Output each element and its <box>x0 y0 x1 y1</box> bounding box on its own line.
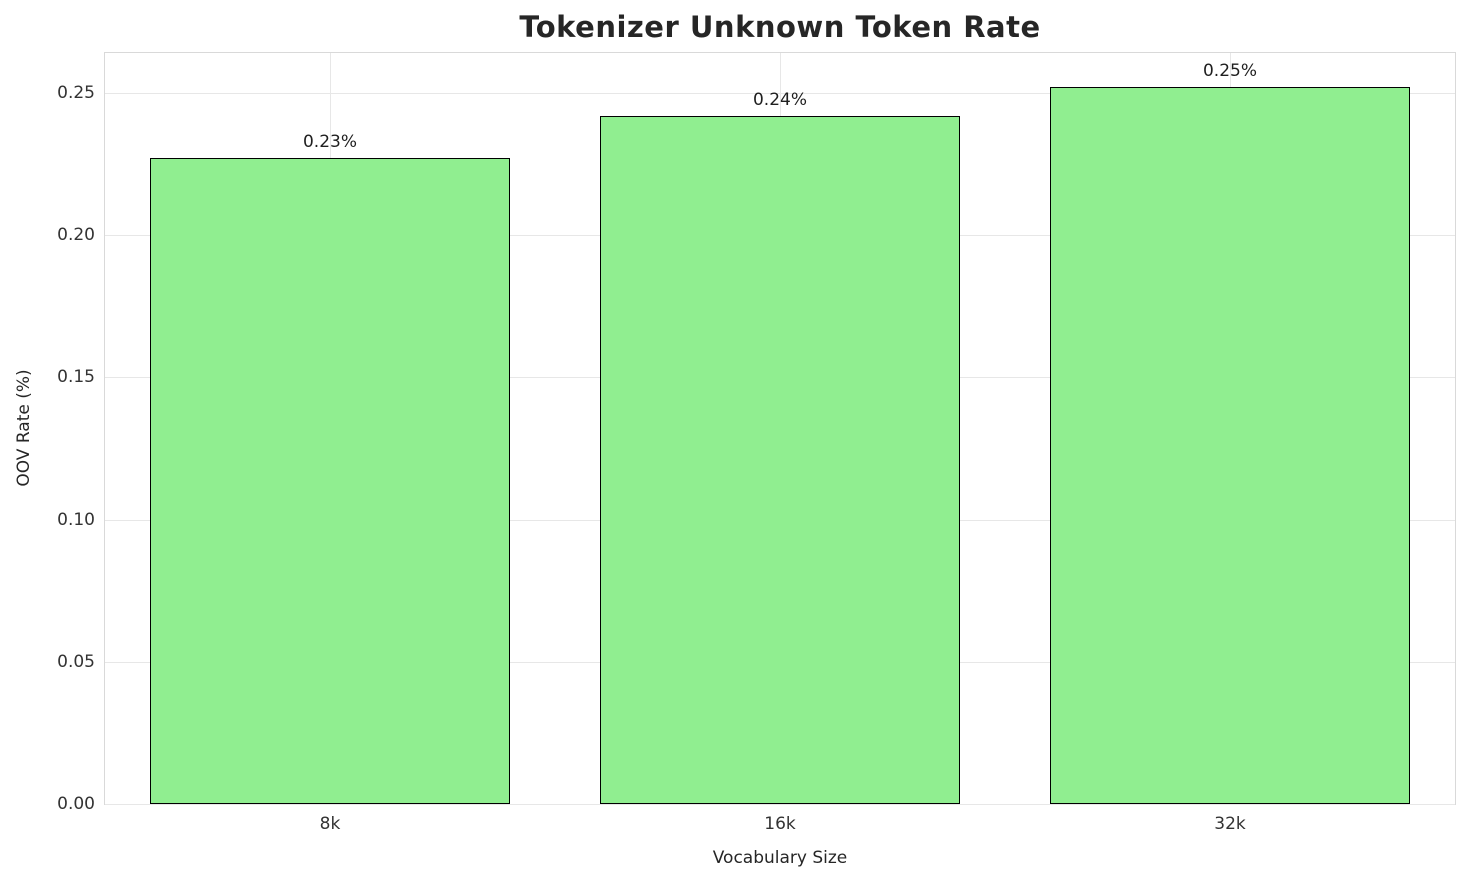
y-tick-label: 0.20 <box>57 225 95 246</box>
y-tick-label: 0.25 <box>57 82 95 103</box>
y-tick-label: 0.05 <box>57 651 95 672</box>
y-tick-label: 0.00 <box>57 794 95 814</box>
bar-32k <box>1050 87 1410 804</box>
x-axis-label: Vocabulary Size <box>712 848 848 868</box>
y-tick-label: 0.15 <box>57 367 95 388</box>
bar-8k <box>150 158 510 804</box>
x-tick-label: 8k <box>319 814 341 834</box>
chart-title: Tokenizer Unknown Token Rate <box>519 10 1041 44</box>
bar-value-label: 0.23% <box>302 132 358 153</box>
y-axis-label: OOV Rate (%) <box>14 369 34 487</box>
bar-16k <box>600 115 960 804</box>
plot-area: 0.00 0.05 0.10 0.15 0.20 0.25 0.23% 8k 0.24% 16k 0… <box>57 52 1456 834</box>
bar-value-label: 0.25% <box>1202 61 1258 82</box>
h-gridline <box>105 804 1455 805</box>
x-tick-label: 16k <box>764 814 796 834</box>
bar-value-label: 0.24% <box>752 89 808 110</box>
x-tick-label: 32k <box>1214 814 1246 834</box>
y-tick-label: 0.10 <box>57 509 95 530</box>
